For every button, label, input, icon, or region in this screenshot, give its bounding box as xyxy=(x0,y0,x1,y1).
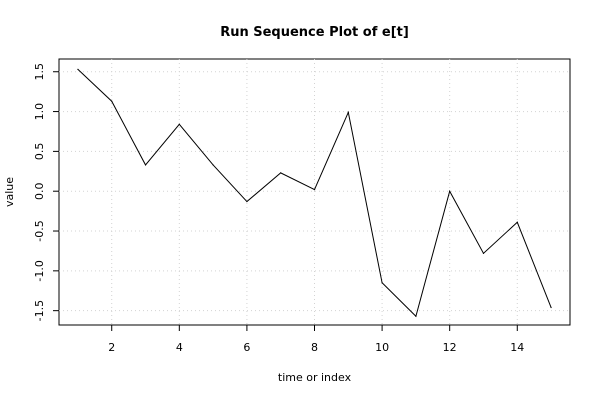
x-axis-label: time or index xyxy=(278,371,352,384)
data-series xyxy=(77,68,552,318)
data-point xyxy=(449,190,451,192)
data-point xyxy=(178,123,180,125)
data-point xyxy=(482,252,485,254)
data-point xyxy=(77,68,79,70)
x-tick-label: 2 xyxy=(108,341,115,354)
y-tick-label: 1.0 xyxy=(33,103,46,121)
y-tick-label: -0.5 xyxy=(33,220,46,241)
x-tick-label: 8 xyxy=(311,341,318,354)
data-point xyxy=(381,282,383,284)
x-tick-label: 10 xyxy=(375,341,389,354)
data-point xyxy=(415,315,417,317)
data-point xyxy=(550,306,552,309)
data-point xyxy=(347,111,349,113)
x-tick-label: 4 xyxy=(176,341,183,354)
grid-lines xyxy=(59,59,570,325)
y-tick-label: -1.5 xyxy=(33,300,46,321)
chart-title: Run Sequence Plot of e[t] xyxy=(220,25,409,40)
data-point xyxy=(280,172,282,174)
data-point xyxy=(111,100,113,102)
x-tick-label: 6 xyxy=(243,341,250,354)
data-point xyxy=(246,200,248,203)
x-axis: 2 4 6 8 10 12 14 xyxy=(108,325,524,354)
x-tick-label: 12 xyxy=(443,341,457,354)
data-point xyxy=(144,164,147,166)
y-axis-label: value xyxy=(3,177,16,207)
x-tick-label: 14 xyxy=(510,341,524,354)
y-tick-label: 0.0 xyxy=(33,182,46,200)
data-point xyxy=(516,221,518,223)
y-tick-label: 0.5 xyxy=(33,143,46,161)
y-axis: -1.5 -1.0 -0.5 0.0 0.5 1.0 1.5 xyxy=(33,63,59,321)
data-point xyxy=(313,189,316,191)
data-point xyxy=(212,164,214,166)
y-tick-label: 1.5 xyxy=(33,63,46,81)
y-tick-label: -1.0 xyxy=(33,260,46,281)
